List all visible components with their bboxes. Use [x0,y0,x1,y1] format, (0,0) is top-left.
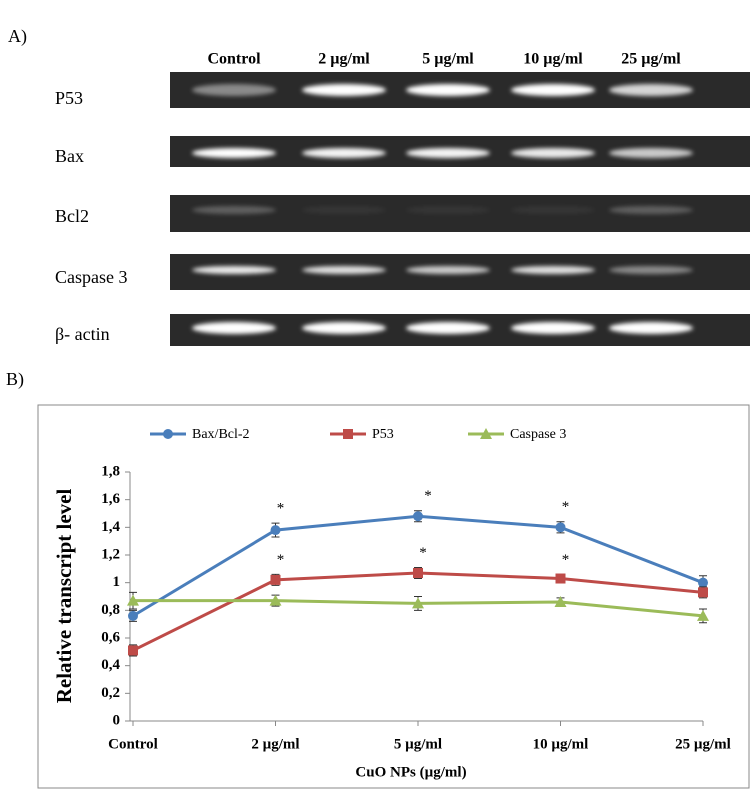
gel-band [406,148,490,158]
significance: * [277,501,285,517]
y-tick-label: 0,8 [101,602,120,618]
gel-band [406,206,490,214]
lane-label: 25 µg/ml [621,51,681,68]
x-tick-label: 25 µg/ml [675,736,731,752]
significance: * [562,499,570,515]
x-tick-label: 5 µg/ml [394,736,442,752]
gel: Control 2 µg/ml 5 µg/ml 10 µg/ml 25 µg/ml P53… [55,51,750,346]
chart-frame [37,404,750,789]
point [554,596,567,608]
y-tick-label: 1 [113,574,121,590]
lane-label: Control [207,51,261,68]
point [555,522,566,533]
legend-label: Bax/Bcl-2 [192,427,250,442]
gel-band [406,266,490,274]
gel-band [406,84,490,96]
y-tick-label: 1,2 [101,546,120,562]
gene-label: Bcl2 [55,206,89,226]
significance: * [424,488,432,504]
gel-band [609,206,693,214]
point [413,511,423,522]
gel-band [192,206,276,214]
gene-label: Caspase 3 [55,267,127,287]
significance: * [419,545,427,561]
point [698,587,708,598]
lane-label: 10 µg/ml [523,51,583,68]
point [269,594,282,606]
panel-label: B) [6,369,24,390]
point [128,610,138,621]
point [698,577,708,588]
gel-band [192,148,276,158]
point [127,594,139,606]
point [412,597,424,609]
gel-band [609,148,693,158]
y-tick-label: 1,8 [101,463,120,479]
gel-band [302,206,386,214]
panel-label: A) [8,26,27,47]
gel-band [192,266,276,274]
legend-label: P53 [372,427,394,442]
legend-marker [343,429,353,439]
point [128,645,138,656]
gel-band [609,266,693,274]
y-tick-label: 0,4 [101,657,120,673]
gel-band [511,206,595,214]
chart: 0 0,2 0,4 0,6 0,8 1 1,2 1,4 1,6 1,8 Control 2 µg/ml… [52,427,731,780]
gene-label: Bax [55,146,84,166]
series-line [132,571,704,652]
gel-band [302,84,386,96]
gene-label: β- actin [55,324,110,344]
y-tick-label: 0,6 [101,629,120,645]
point [697,609,709,621]
y-tick-label: 1,4 [101,519,120,535]
gel-band [609,84,693,96]
gel-band [302,148,386,158]
gel-band [192,322,276,334]
y-tick-label: 1,6 [101,491,120,507]
legend-label: Caspase 3 [510,427,566,442]
significance: * [277,552,285,568]
gel-band [511,266,595,274]
point [555,573,566,584]
y-axis-label: Relative transcript level [52,489,76,704]
point [270,525,281,536]
gel-band [302,322,386,334]
significance: * [562,552,570,568]
y-tick-label: 0 [113,712,121,728]
gel-band [609,322,693,334]
x-tick-label: Control [108,736,158,752]
y-tick-label: 0,2 [101,685,120,701]
legend-marker [163,429,173,439]
x-tick-label: 10 µg/ml [533,736,589,752]
gel-band [192,84,276,96]
gel-band [511,322,595,334]
gel-band [406,322,490,334]
x-tick-label: 2 µg/ml [251,736,299,752]
lane-label: 2 µg/ml [318,51,370,68]
gene-label: P53 [55,88,83,108]
legend-marker [480,428,492,439]
lane-label: 5 µg/ml [422,51,474,68]
x-axis-label: CuO NPs (µg/ml) [355,764,466,780]
gel-band [302,266,386,274]
point [270,574,281,585]
gel-band [511,84,595,96]
gel-band [511,148,595,158]
point [413,567,423,578]
